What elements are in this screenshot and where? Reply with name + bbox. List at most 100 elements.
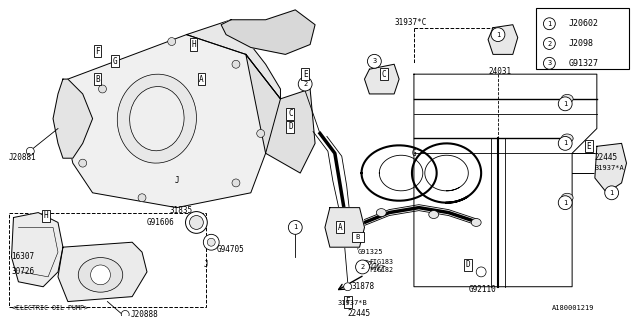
Polygon shape <box>12 212 63 287</box>
Circle shape <box>543 57 556 69</box>
Circle shape <box>367 54 381 68</box>
Text: <ELECTRIC OIL PUMP>: <ELECTRIC OIL PUMP> <box>12 305 88 310</box>
Circle shape <box>257 130 264 137</box>
Ellipse shape <box>561 193 573 202</box>
Circle shape <box>138 194 146 202</box>
Ellipse shape <box>561 94 573 103</box>
Text: 1: 1 <box>547 21 552 27</box>
Circle shape <box>204 234 219 250</box>
Text: 31937*B: 31937*B <box>338 300 367 306</box>
Text: F: F <box>95 47 100 56</box>
Text: 16307: 16307 <box>12 252 35 261</box>
Text: J20881: J20881 <box>8 153 36 162</box>
Text: 31878: 31878 <box>351 282 375 291</box>
Circle shape <box>356 260 369 274</box>
Circle shape <box>558 196 572 210</box>
Circle shape <box>476 267 486 277</box>
Circle shape <box>558 136 572 150</box>
Text: 31937*C: 31937*C <box>394 18 426 27</box>
Text: 22445: 22445 <box>595 153 618 162</box>
Polygon shape <box>365 64 399 94</box>
Text: G: G <box>412 149 416 158</box>
Text: FIG183: FIG183 <box>369 259 394 265</box>
Text: C: C <box>382 70 387 79</box>
Ellipse shape <box>376 209 387 217</box>
Text: G91325: G91325 <box>358 249 383 255</box>
Text: J: J <box>174 176 179 185</box>
Circle shape <box>605 186 619 200</box>
Circle shape <box>543 37 556 49</box>
Text: H: H <box>44 211 49 220</box>
Text: G91606: G91606 <box>147 218 175 227</box>
Text: D: D <box>466 260 470 269</box>
Text: 30726: 30726 <box>12 267 35 276</box>
Text: 22445: 22445 <box>348 309 371 318</box>
Text: 3: 3 <box>372 58 376 64</box>
Text: 24031: 24031 <box>488 67 511 76</box>
Circle shape <box>121 310 129 318</box>
Ellipse shape <box>130 86 184 151</box>
Text: A: A <box>337 223 342 232</box>
Text: 1: 1 <box>563 140 567 146</box>
Text: 1: 1 <box>563 200 567 206</box>
Text: C: C <box>288 109 292 118</box>
Ellipse shape <box>78 258 123 292</box>
Circle shape <box>189 216 204 229</box>
Circle shape <box>91 265 110 285</box>
Polygon shape <box>488 25 518 54</box>
Text: J2098: J2098 <box>568 39 593 48</box>
Text: G92110: G92110 <box>468 285 496 294</box>
Ellipse shape <box>429 211 438 219</box>
Text: 2: 2 <box>547 41 552 46</box>
Circle shape <box>168 37 175 45</box>
Text: A180001219: A180001219 <box>552 306 595 311</box>
Text: A: A <box>199 75 204 84</box>
Circle shape <box>26 147 35 155</box>
Text: B: B <box>95 75 100 84</box>
Circle shape <box>289 220 302 234</box>
Circle shape <box>79 159 86 167</box>
FancyBboxPatch shape <box>536 8 630 69</box>
Circle shape <box>99 85 106 93</box>
Circle shape <box>232 60 240 68</box>
Circle shape <box>298 77 312 91</box>
Text: 1: 1 <box>563 101 567 107</box>
Polygon shape <box>58 242 147 301</box>
Text: G: G <box>113 57 118 66</box>
Text: D: D <box>288 122 292 131</box>
Text: J20602: J20602 <box>568 19 598 28</box>
Circle shape <box>207 238 215 246</box>
Polygon shape <box>63 35 280 208</box>
Polygon shape <box>325 208 365 247</box>
Text: E: E <box>303 70 307 79</box>
Text: FIG182: FIG182 <box>369 267 394 273</box>
Text: FRONT: FRONT <box>362 259 387 275</box>
Text: 1: 1 <box>496 32 500 38</box>
Circle shape <box>344 283 351 291</box>
Text: B: B <box>355 234 360 240</box>
Text: H: H <box>191 40 196 49</box>
Text: J: J <box>204 260 209 269</box>
Text: 1: 1 <box>609 190 614 196</box>
Polygon shape <box>53 79 93 158</box>
Polygon shape <box>246 54 315 173</box>
Text: E: E <box>587 142 591 151</box>
Text: J20888: J20888 <box>130 310 158 319</box>
Text: G91327: G91327 <box>568 59 598 68</box>
FancyBboxPatch shape <box>351 232 364 242</box>
Polygon shape <box>186 20 280 99</box>
Text: F: F <box>346 297 350 306</box>
Polygon shape <box>595 143 627 193</box>
Text: G94705: G94705 <box>216 245 244 254</box>
Ellipse shape <box>471 219 481 227</box>
Ellipse shape <box>117 74 196 163</box>
Circle shape <box>491 28 505 42</box>
Circle shape <box>558 97 572 111</box>
Text: 31835: 31835 <box>170 206 193 215</box>
Circle shape <box>232 179 240 187</box>
Text: 3: 3 <box>547 60 552 66</box>
Circle shape <box>543 18 556 30</box>
Text: 31937*A: 31937*A <box>595 165 625 171</box>
Text: 1: 1 <box>293 224 298 230</box>
Text: 2: 2 <box>303 81 307 87</box>
